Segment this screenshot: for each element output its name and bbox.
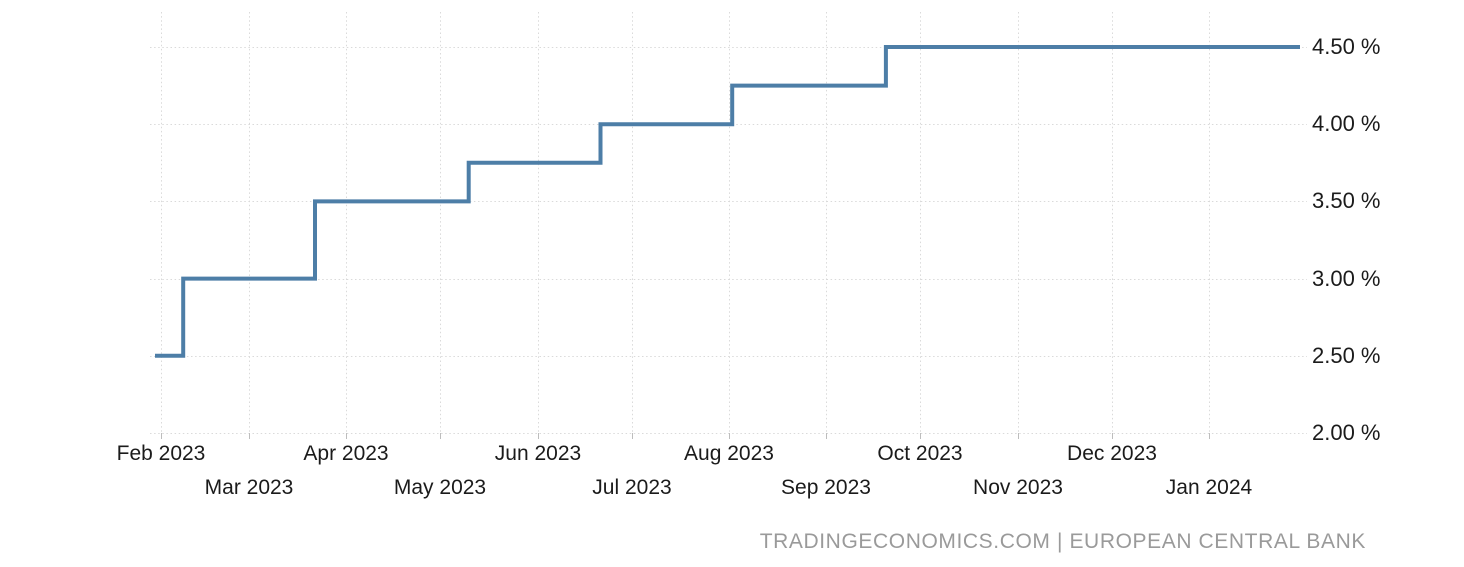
y-axis-label: 2.50 % xyxy=(1312,342,1381,368)
x-axis-label: May 2023 xyxy=(393,476,487,499)
x-axis-label: Jun 2023 xyxy=(494,442,582,465)
x-axis-label: Feb 2023 xyxy=(116,442,206,465)
x-axis-label: Oct 2023 xyxy=(877,442,963,465)
x-axis-label: Aug 2023 xyxy=(684,442,774,465)
y-axis-label: 3.50 % xyxy=(1312,188,1381,214)
x-axis-label: Mar 2023 xyxy=(204,476,294,499)
x-axis-label: Apr 2023 xyxy=(303,442,389,465)
y-axis-label: 3.00 % xyxy=(1312,265,1381,291)
y-axis-label: 4.00 % xyxy=(1312,111,1381,137)
x-axis-label: Nov 2023 xyxy=(973,476,1063,499)
y-axis-label: 2.00 % xyxy=(1312,420,1381,445)
rate-step-line[interactable] xyxy=(155,45,1300,358)
y-axis-label: 4.50 % xyxy=(1312,34,1381,59)
chart-attribution: TRADINGECONOMICS.COM | EUROPEAN CENTRAL … xyxy=(759,530,1366,553)
x-axis-label: Jan 2024 xyxy=(1165,476,1253,499)
x-axis-label: Jul 2023 xyxy=(592,476,672,499)
x-axis-label: Dec 2023 xyxy=(1067,442,1157,465)
x-axis-label: Sep 2023 xyxy=(781,476,871,499)
